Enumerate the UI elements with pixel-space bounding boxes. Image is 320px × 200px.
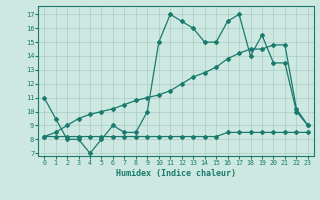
X-axis label: Humidex (Indice chaleur): Humidex (Indice chaleur)	[116, 169, 236, 178]
